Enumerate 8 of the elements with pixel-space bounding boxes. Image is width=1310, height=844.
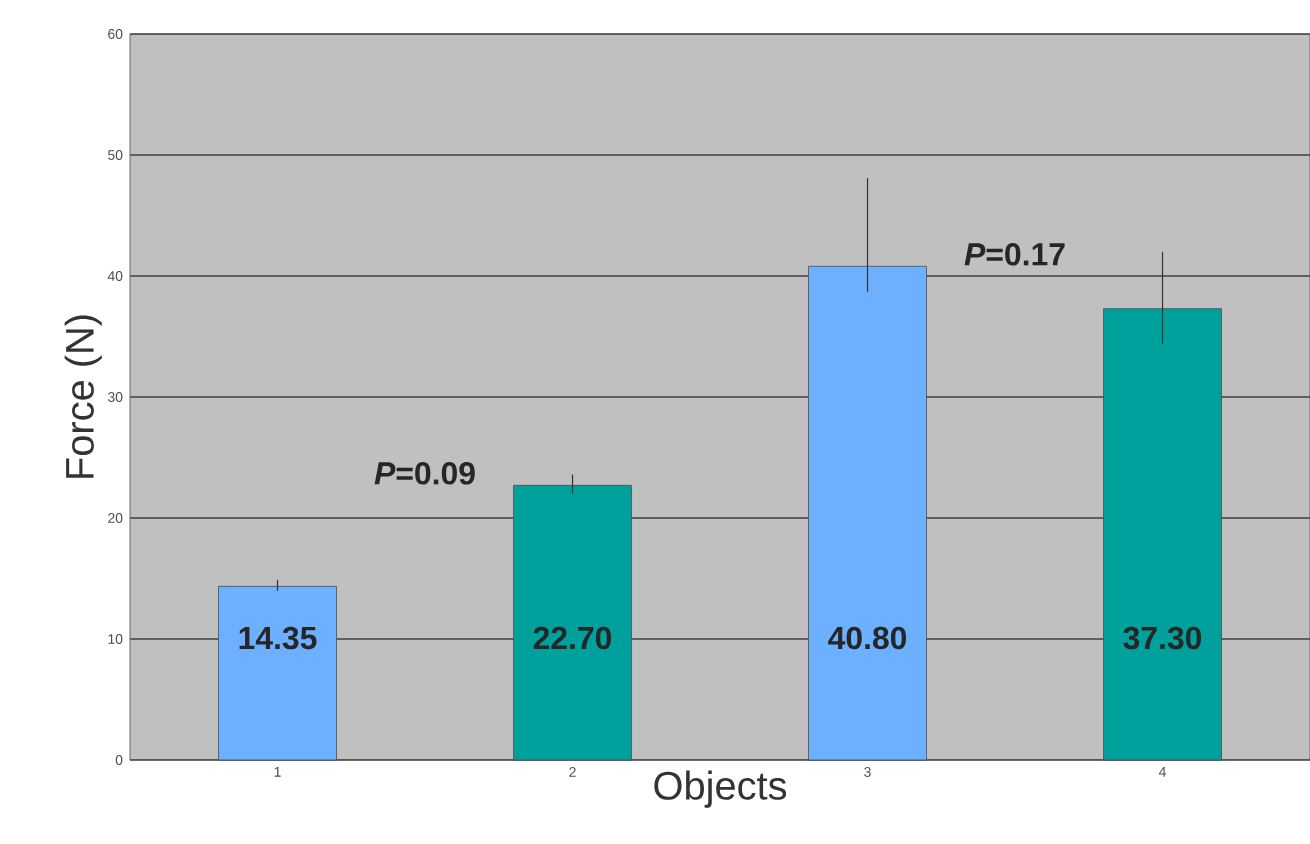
data-label: 37.30 (1123, 626, 1202, 650)
data-label: 40.80 (828, 626, 907, 650)
data-label: 22.70 (533, 626, 612, 650)
x-axis-title: Objects (654, 770, 787, 808)
data-label: 14.35 (239, 626, 317, 650)
annotation: P=0.09 (374, 462, 475, 485)
annotation: P=0.17 (964, 243, 1065, 266)
y-axis-title: Force (N) (64, 315, 102, 478)
